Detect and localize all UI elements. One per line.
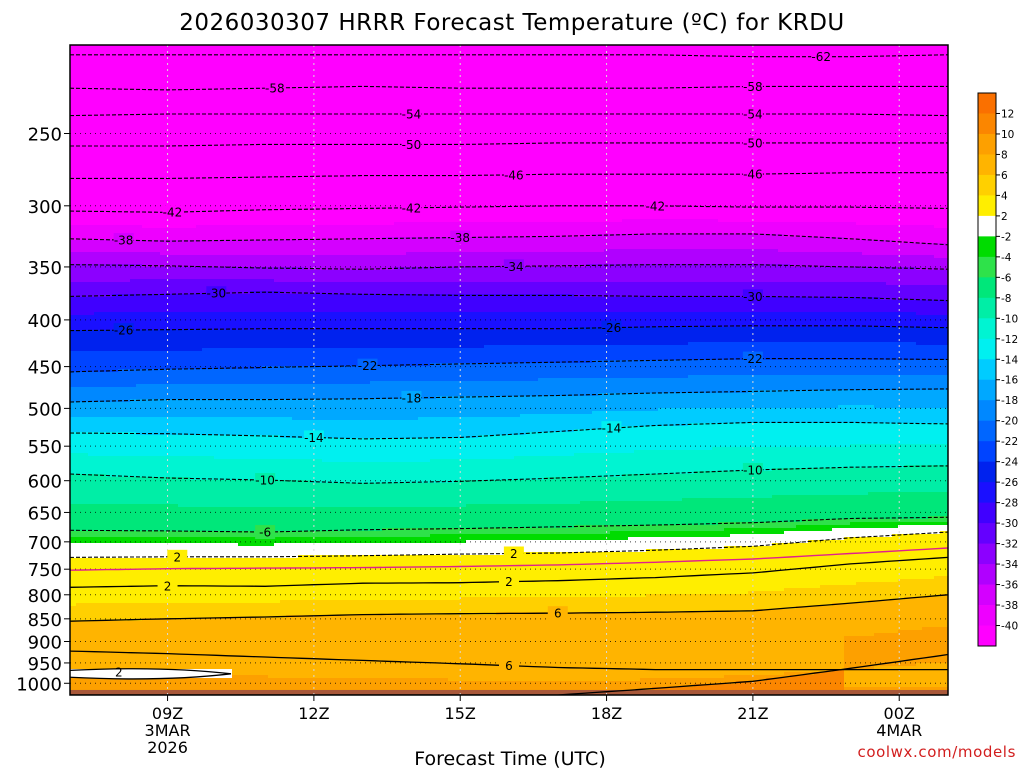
chart-title: 2026030307 HRRR Forecast Temperature (ºC…	[179, 10, 845, 36]
plot-area: -62-58 -58-54 -54-50 -50-46 -46-42 -42 -42-38-…	[70, 45, 953, 697]
